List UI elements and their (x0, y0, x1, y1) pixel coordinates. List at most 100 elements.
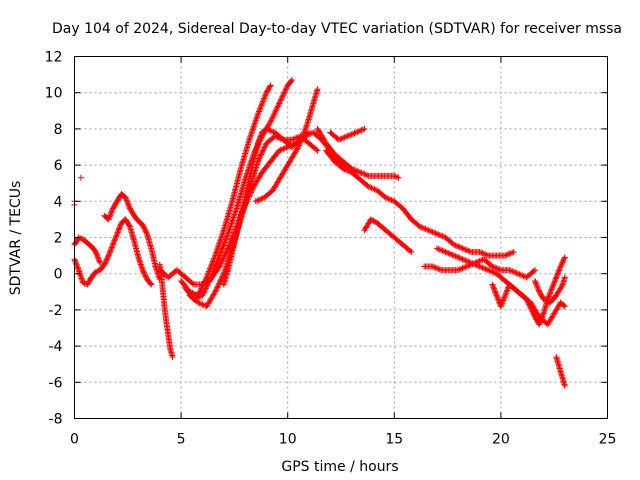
data-point-arc-f (249, 127, 256, 134)
data-point-arc-q (554, 271, 561, 278)
data-point-arc-l (459, 245, 466, 252)
x-tick-label: 5 (177, 432, 186, 448)
data-point-arc-j (295, 144, 302, 150)
data-point-arc-m (347, 131, 354, 138)
data-point-arc-g (268, 117, 275, 124)
y-tick-label: 4 (54, 194, 63, 210)
data-point-arc-m (351, 130, 358, 137)
data-point-arc-r (532, 277, 539, 284)
data-point-arc-o (463, 263, 470, 270)
data-point-arc-q (557, 264, 564, 271)
data-point-arc-p (455, 254, 462, 261)
data-point-arc-f (246, 135, 253, 142)
data-point-arc-e (189, 280, 196, 287)
data-point-arc-m (341, 134, 348, 141)
data-point-arc-a (107, 247, 114, 254)
data-point-arc-a (101, 260, 108, 267)
data-point-arc-e (280, 145, 287, 152)
data-point-arc-e (221, 252, 228, 259)
data-point-arc-j (252, 198, 259, 205)
data-point-arc-o (476, 258, 483, 265)
y-tick-label: 6 (54, 158, 63, 174)
data-point-arc-q (501, 293, 508, 300)
data-point-arc-g (227, 223, 234, 230)
data-point-arc-l (436, 232, 443, 239)
data-point-arc-q (495, 296, 502, 303)
data-point-arc-p (560, 302, 567, 309)
data-point-arc-l (341, 166, 348, 173)
y-tick-label: -8 (49, 412, 63, 428)
data-point-arc-q (549, 285, 556, 292)
data-point-arc-c (105, 216, 112, 223)
data-point-arc-f (252, 117, 259, 124)
data-point-arc-a (110, 240, 117, 247)
data-point-arc-q (549, 283, 556, 290)
data-point-arc-a (110, 239, 117, 246)
data-point-arc-i (291, 135, 298, 142)
data-point-arc-p (486, 267, 493, 274)
data-point-arc-g (207, 275, 214, 282)
data-point-arc-p (450, 252, 457, 259)
data-point-arc-f (255, 109, 262, 116)
data-point-arc-r (535, 286, 542, 293)
data-point-arc-p (485, 267, 492, 274)
data-point-arc-f (257, 105, 264, 112)
data-point-arc-g (272, 107, 279, 114)
data-point-arc-a (72, 258, 79, 265)
y-tick-label: -4 (49, 339, 63, 355)
data-point-arc-e (220, 255, 227, 262)
data-point-arc-q (492, 288, 499, 295)
data-point-arc-f (253, 115, 260, 122)
data-point-arc-b (94, 253, 101, 260)
data-point-arc-q (528, 307, 535, 314)
data-point-arc-r (535, 287, 542, 294)
data-point-arc-p (445, 250, 452, 257)
data-point-arc-j (314, 86, 321, 93)
data-point-arc-i (263, 125, 270, 132)
data-point-arc-l (340, 165, 347, 172)
data-point-arc-b (96, 257, 103, 264)
data-point-arc-q (492, 289, 499, 296)
data-point-arc-g (217, 249, 224, 256)
data-point-arc-g (225, 230, 232, 237)
data-point-arc-g (214, 256, 221, 263)
data-point-arc-p (438, 247, 445, 254)
data-point-arc-o (432, 264, 439, 271)
data-point-arc-c (107, 212, 114, 219)
data-point-arc-q (561, 255, 568, 262)
data-point-arc-g (201, 288, 208, 295)
data-point-arc-o (490, 264, 497, 271)
data-point-arc-f (247, 133, 254, 140)
data-point-arc-f (254, 111, 261, 118)
data-point-arc-h (259, 148, 266, 155)
data-point-arc-a (116, 224, 123, 231)
data-point-arc-g (272, 108, 279, 115)
data-point-arc-p (435, 245, 442, 252)
data-point-arc-q (553, 274, 560, 281)
data-point-arc-f (266, 83, 273, 90)
data-point-arc-h (214, 284, 221, 291)
data-point-arc-q (550, 282, 557, 289)
data-point-arc-l (483, 251, 490, 258)
data-point-arc-f (259, 99, 266, 106)
data-point-arc-e (283, 144, 290, 151)
data-point-arc-m (360, 126, 367, 133)
data-point-arc-o (517, 271, 524, 278)
data-point-arc-p (479, 264, 486, 271)
data-point-arc-r (561, 274, 568, 281)
data-point-arc-p (460, 256, 467, 263)
data-point-arc-i (288, 136, 295, 143)
data-point-arc-l (368, 185, 375, 192)
data-point-arc-l (422, 226, 429, 233)
data-point-arc-i (314, 147, 321, 154)
data-point-arc-h (214, 283, 221, 290)
data-point-arc-a (112, 236, 119, 243)
data-point-arc-e (219, 257, 226, 264)
data-point-arc-i (279, 135, 286, 142)
data-point-arc-o (519, 272, 526, 279)
data-point-arc-l (429, 229, 436, 236)
data-point-arc-o (513, 270, 520, 277)
data-point-arc-a (102, 259, 109, 266)
data-point-arc-q (538, 315, 545, 322)
data-point-arc-l (479, 250, 486, 257)
